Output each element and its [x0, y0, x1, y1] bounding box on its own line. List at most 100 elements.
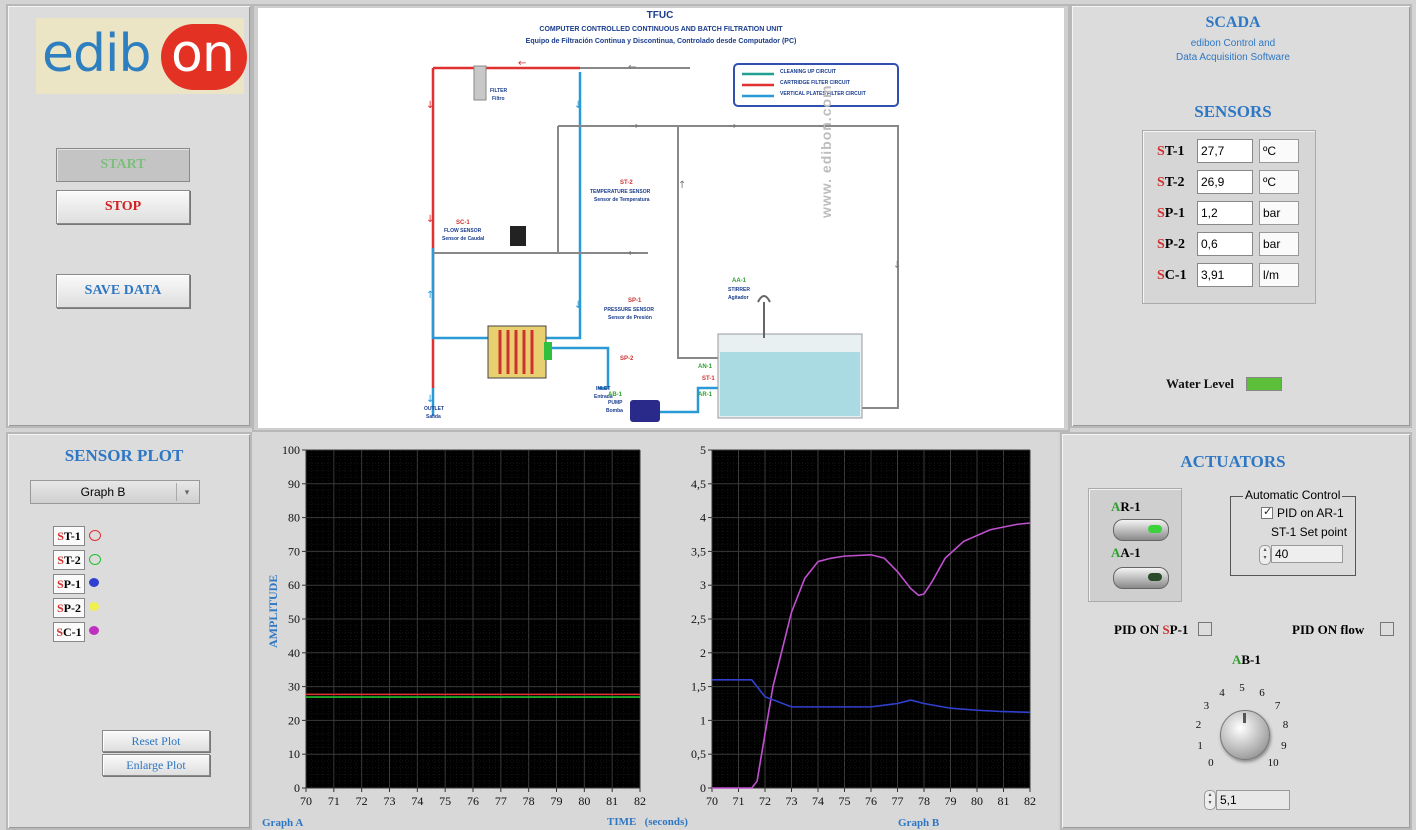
y-tick-label: 0,5: [691, 747, 706, 761]
knob-stepper[interactable]: ▴ ▾: [1204, 790, 1216, 810]
diagram-title-es: Equipo de Filtración Continua y Disconti…: [525, 38, 797, 45]
svg-text:↓: ↓: [574, 300, 582, 311]
edibon-logo: edib on: [36, 18, 247, 94]
sensor-row: SC-1 3,91 l/m: [1151, 263, 1311, 289]
sensor-row: ST-1 27,7 ºC: [1151, 139, 1311, 165]
pump-label: PUMP: [608, 400, 623, 406]
graph-selector[interactable]: Graph B ▾: [30, 480, 200, 504]
inlet-label-es: Entrada: [594, 394, 613, 400]
actuator-switches: AR-1 AA-1: [1088, 488, 1182, 602]
x-tick-label: 80: [971, 794, 983, 808]
svg-text:←: ←: [628, 248, 636, 259]
svg-text:←: ←: [628, 62, 636, 73]
st2-label-es: Sensor de Temperatura: [594, 197, 650, 203]
reset-plot-button[interactable]: Reset Plot: [102, 730, 210, 752]
sp2-value: 0,6: [1197, 232, 1253, 256]
y-tick-label: 100: [282, 443, 300, 457]
y-tick-label: 1: [700, 713, 706, 727]
x-tick-label: 78: [918, 794, 930, 808]
graph-xlabel: TIME (seconds): [607, 816, 688, 828]
svg-text:←: ←: [518, 58, 526, 69]
process-diagram-svg: ↓ ↓ ← ↑ ↓ ↓ ↓ ← → → → ← ↓ ↑: [426, 58, 901, 422]
legend-marker: [89, 626, 99, 635]
knob-tick-label: 8: [1282, 719, 1289, 732]
pid-sp1-checkbox[interactable]: [1198, 622, 1212, 636]
graph-b-name: Graph B: [898, 817, 940, 829]
sp1-label-es: Sensor de Presión: [608, 315, 652, 321]
y-tick-label: 50: [288, 612, 300, 626]
filter-label-es: Filtro: [492, 96, 505, 102]
x-tick-label: 71: [328, 794, 340, 808]
svg-text:↑: ↑: [678, 180, 686, 191]
sp1-value: 1,2: [1197, 201, 1253, 225]
knob-tick-label: 7: [1274, 700, 1281, 713]
x-tick-label: 79: [945, 794, 957, 808]
knob-pointer: [1243, 713, 1246, 723]
enlarge-plot-button[interactable]: Enlarge Plot: [102, 754, 210, 776]
x-tick-label: 82: [1024, 794, 1036, 808]
st1-value: 27,7: [1197, 139, 1253, 163]
x-tick-label: 73: [384, 794, 396, 808]
knob-tick-label: 10: [1267, 757, 1279, 770]
y-tick-label: 1,5: [691, 680, 706, 694]
y-tick-label: 30: [288, 680, 300, 694]
y-tick-label: 60: [288, 578, 300, 592]
ar1-tag: AR-1: [698, 392, 713, 398]
aa1-label: STIRRER: [728, 287, 750, 293]
diagram-legend-2: CARTRIDGE FILTER CIRCUIT: [780, 80, 850, 86]
st2-unit: ºC: [1259, 170, 1299, 194]
svg-text:↓: ↓: [426, 214, 434, 225]
x-tick-label: 76: [865, 794, 877, 808]
sensor-row: SP-2 0,6 bar: [1151, 232, 1311, 258]
y-tick-label: 2,5: [691, 612, 706, 626]
x-tick-label: 77: [495, 794, 507, 808]
pid-ar1-checkbox[interactable]: ✓: [1261, 506, 1273, 519]
setpoint-input[interactable]: 40: [1271, 545, 1343, 563]
knob-value-input[interactable]: 5,1: [1216, 790, 1290, 810]
x-tick-label: 78: [523, 794, 535, 808]
stop-button[interactable]: STOP: [56, 190, 190, 224]
graph-a-name: Graph A: [262, 817, 304, 829]
sensor-row: ST-2 26,9 ºC: [1151, 170, 1311, 196]
x-tick-label: 77: [892, 794, 904, 808]
st2-label: TEMPERATURE SENSOR: [590, 189, 651, 195]
save-data-button[interactable]: SAVE DATA: [56, 274, 190, 308]
pid-flow-checkbox[interactable]: [1380, 622, 1394, 636]
an1-tag: AN-1: [698, 364, 713, 370]
pump-speed-knob[interactable]: [1220, 710, 1270, 760]
actuators-title: ACTUATORS: [1180, 452, 1286, 471]
chevron-down-icon[interactable]: ▾: [176, 483, 197, 501]
graph-a-ylabel: AMPLITUDE: [266, 574, 280, 648]
sp1-label: PRESSURE SENSOR: [604, 307, 655, 313]
svg-text:↓: ↓: [893, 260, 901, 271]
grid: [711, 449, 1031, 789]
sc1-label: FLOW SENSOR: [444, 228, 482, 234]
st1-unit: ºC: [1259, 139, 1299, 163]
y-tick-label: 80: [288, 511, 300, 525]
knob-tick-label: 0: [1208, 757, 1214, 770]
y-tick-label: 5: [700, 443, 706, 457]
outlet-label: OUTLET: [424, 406, 444, 412]
graph-selector-value: Graph B: [80, 485, 126, 499]
start-button[interactable]: START: [56, 148, 190, 182]
diagram-legend-3: VERTICAL PLATES FILTER CIRCUIT: [780, 91, 866, 97]
x-tick-label: 79: [551, 794, 563, 808]
water-level-indicator: [1246, 377, 1282, 391]
logo-text-left: edib: [42, 24, 151, 84]
ar1-toggle[interactable]: [1113, 519, 1169, 541]
sc1-unit: l/m: [1259, 263, 1299, 287]
sc1-value: 3,91: [1197, 263, 1253, 287]
setpoint-stepper[interactable]: ▴ ▾: [1259, 545, 1271, 565]
series-line-sc-1: [712, 522, 1031, 789]
y-tick-label: 4,5: [691, 477, 706, 491]
sp1-tag: SP-1: [628, 298, 642, 304]
svg-text:→: →: [728, 121, 736, 132]
logo-circle: [161, 24, 247, 90]
svg-text:→: →: [818, 121, 826, 132]
svg-text:↓: ↓: [426, 100, 434, 111]
inlet-label: INLET: [596, 386, 611, 392]
process-diagram: ↓ ↓ ← ↑ ↓ ↓ ↓ ← → → → ← ↓ ↑ TFUC COMPUTER CONTROLL…: [258, 8, 1064, 428]
aa1-led: [1148, 573, 1162, 581]
knob-tick-label: 4: [1219, 686, 1225, 699]
aa1-toggle[interactable]: [1113, 567, 1169, 589]
